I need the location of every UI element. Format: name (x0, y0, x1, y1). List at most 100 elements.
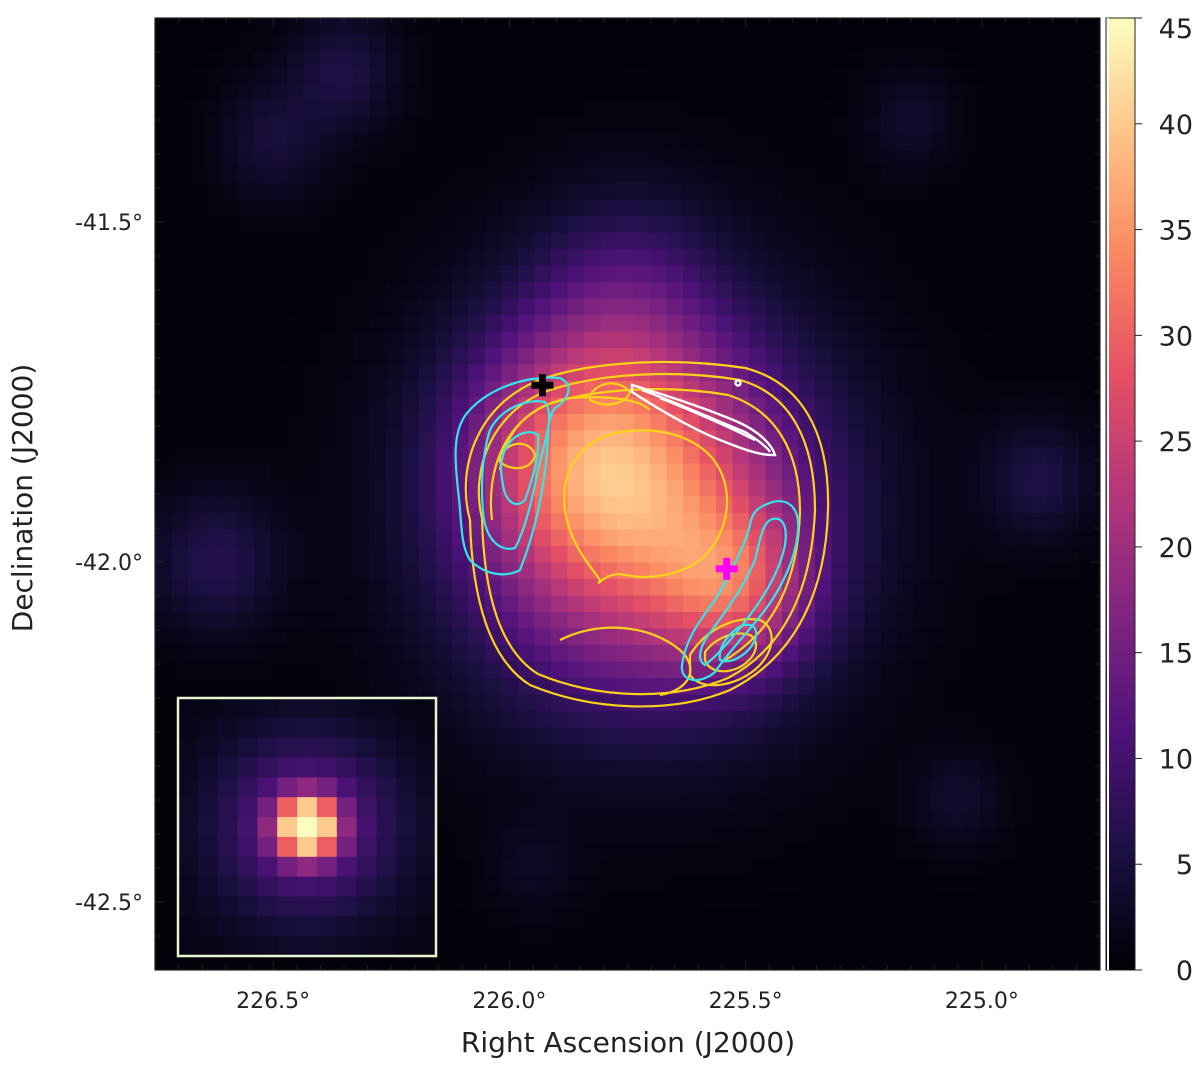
map-pixel (633, 595, 651, 613)
map-pixel (353, 529, 371, 547)
map-pixel (716, 67, 734, 85)
map-pixel (963, 777, 981, 795)
map-pixel (303, 430, 321, 448)
map-pixel (419, 199, 437, 217)
map-pixel (650, 199, 668, 217)
map-pixel (452, 282, 470, 300)
map-pixel (534, 612, 552, 630)
map-pixel (930, 348, 948, 366)
map-pixel (815, 51, 833, 69)
map-pixel (650, 843, 668, 861)
map-pixel (1046, 612, 1064, 630)
map-pixel (435, 645, 453, 663)
map-pixel (1095, 265, 1100, 283)
psf-pixel (197, 876, 219, 897)
map-pixel (534, 958, 552, 970)
map-pixel (1079, 199, 1097, 217)
psf-pixel (237, 797, 258, 818)
map-pixel (320, 133, 338, 151)
psf-pixel (297, 896, 318, 917)
map-pixel (468, 414, 486, 432)
map-pixel (864, 18, 882, 36)
map-pixel (237, 463, 255, 481)
map-pixel (320, 199, 338, 217)
map-pixel (881, 513, 899, 531)
map-pixel (864, 645, 882, 663)
map-pixel (699, 18, 717, 36)
map-pixel (419, 661, 437, 679)
map-pixel (468, 232, 486, 250)
map-pixel (881, 480, 899, 498)
map-pixel (633, 166, 651, 184)
map-pixel (303, 150, 321, 168)
map-pixel (485, 298, 503, 316)
map-pixel (171, 199, 189, 217)
map-pixel (683, 876, 701, 894)
map-pixel (1029, 694, 1047, 712)
map-pixel (188, 166, 206, 184)
psf-pixel (237, 757, 258, 778)
map-pixel (947, 67, 965, 85)
cyan-contours (454, 376, 800, 682)
map-pixel (666, 942, 684, 960)
map-pixel (699, 546, 717, 564)
map-pixel (963, 166, 981, 184)
map-pixel (930, 810, 948, 828)
map-pixel (963, 463, 981, 481)
map-pixel (1079, 117, 1097, 135)
map-pixel (534, 315, 552, 333)
map-pixel (716, 232, 734, 250)
map-pixel (881, 876, 899, 894)
map-pixel (996, 67, 1014, 85)
map-pixel (171, 183, 189, 201)
map-pixel (831, 397, 849, 415)
map-pixel (782, 744, 800, 762)
map-pixel (584, 513, 602, 531)
map-pixel (930, 727, 948, 745)
map-pixel (765, 414, 783, 432)
white-contour-ridge-3 (659, 396, 756, 442)
map-pixel (221, 414, 239, 432)
map-pixel (1013, 496, 1031, 514)
map-pixel (782, 34, 800, 52)
map-pixel (1062, 480, 1080, 498)
map-pixel (666, 496, 684, 514)
map-pixel (534, 216, 552, 234)
map-pixel (1029, 513, 1047, 531)
map-pixel (287, 463, 305, 481)
map-pixel (699, 562, 717, 580)
map-pixel (963, 760, 981, 778)
map-pixel (501, 199, 519, 217)
map-pixel (303, 348, 321, 366)
map-pixel (237, 232, 255, 250)
psf-pixel (316, 698, 338, 719)
map-pixel (666, 793, 684, 811)
map-pixel (650, 876, 668, 894)
map-pixel (897, 216, 915, 234)
map-pixel (468, 678, 486, 696)
map-pixel (155, 562, 173, 580)
map-pixel (435, 562, 453, 580)
map-pixel (270, 661, 288, 679)
map-pixel (650, 760, 668, 778)
psf-pixel (416, 876, 437, 897)
map-pixel (930, 315, 948, 333)
map-pixel (617, 958, 635, 970)
map-pixel (848, 645, 866, 663)
map-pixel (947, 645, 965, 663)
map-pixel (237, 595, 255, 613)
map-pixel (617, 612, 635, 630)
map-pixel (864, 133, 882, 151)
map-pixel (897, 315, 915, 333)
map-pixel (765, 117, 783, 135)
map-pixel (716, 397, 734, 415)
map-pixel (551, 579, 569, 597)
map-pixel (980, 760, 998, 778)
map-pixel (270, 315, 288, 333)
map-pixel (171, 958, 189, 970)
map-pixel (468, 183, 486, 201)
map-pixel (617, 678, 635, 696)
map-pixel (551, 447, 569, 465)
map-pixel (1013, 595, 1031, 613)
map-pixel (881, 463, 899, 481)
